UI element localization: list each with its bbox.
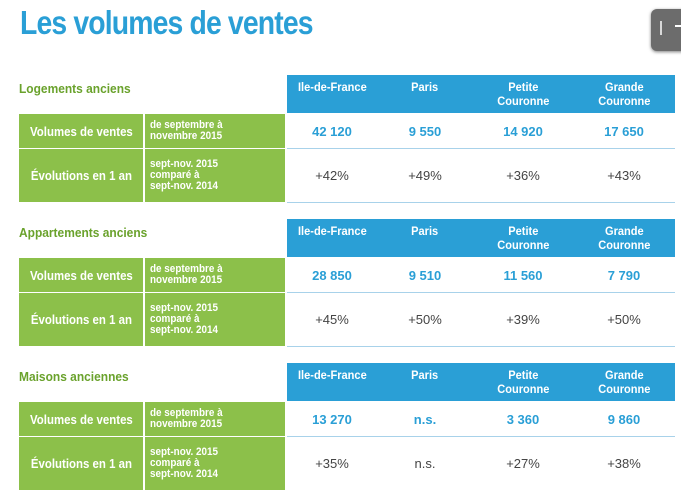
table-row-volumes: Volumes de ventes de septembre à novembr… [19,402,675,436]
section-title: Appartements anciens [19,225,148,240]
row-sublabel: de septembre à novembre 2015 [145,402,285,436]
value-cell: +43% [607,168,641,183]
value-cell: n.s. [413,411,437,427]
value-cell: +50% [408,312,442,327]
region-header: Grande Couronne [573,219,675,257]
section-title: Maisons anciennes [19,369,129,384]
row-sublabel: sept-nov. 2015 comparé à sept-nov. 2014 [145,149,285,202]
region-header: Ile-de-France [287,363,377,401]
divider [287,436,675,437]
region-header: Ile-de-France [287,219,377,257]
row-label: Volumes de ventes [19,114,143,148]
row-label: Évolutions en 1 an [19,149,143,202]
row-sublabel: sept-nov. 2015 comparé à sept-nov. 2014 [145,293,285,346]
region-header: Grande Couronne [573,363,675,401]
row-label: Évolutions en 1 an [19,293,143,346]
value-cell: 14 920 [503,123,543,139]
value-cell: n.s. [414,456,436,471]
region-header: Ile-de-France [287,75,377,113]
region-header: Petite Couronne [473,219,573,257]
value-cell: 11 560 [503,267,543,283]
value-cell: 42 120 [312,123,352,139]
value-cell: +39% [506,312,540,327]
section-appartements-anciens: Appartements anciens Ile-de-France Paris… [19,219,675,349]
value-cell: 17 650 [604,123,644,139]
page-title: Les volumes de ventes [20,4,314,41]
section-logements-anciens: Logements anciens Ile-de-France Paris Pe… [19,75,675,205]
value-cell: 9 550 [408,123,442,139]
table-row-evolutions: Évolutions en 1 an sept-nov. 2015 compar… [19,437,675,490]
divider [19,436,285,437]
divider [287,292,675,293]
grip-icon [660,21,662,35]
value-cell: +49% [408,168,442,183]
divider [19,148,285,149]
value-cell: +38% [607,456,641,471]
value-cell: +35% [315,456,349,471]
region-header: Paris [377,219,473,257]
row-label: Volumes de ventes [19,258,143,292]
table-row-evolutions: Évolutions en 1 an sept-nov. 2015 compar… [19,293,675,346]
section-maisons-anciennes: Maisons anciennes Ile-de-France Paris Pe… [19,363,675,493]
row-sublabel: sept-nov. 2015 comparé à sept-nov. 2014 [145,437,285,490]
collapse-icon [675,25,681,27]
section-title: Logements anciens [19,81,131,96]
value-cell: 28 850 [312,267,352,283]
value-cell: +42% [315,168,349,183]
table-row-volumes: Volumes de ventes de septembre à novembr… [19,114,675,148]
divider [287,148,675,149]
table-row-evolutions: Évolutions en 1 an sept-nov. 2015 compar… [19,149,675,202]
side-panel-tab[interactable] [651,9,681,51]
value-cell: +45% [315,312,349,327]
value-cell: +50% [607,312,641,327]
row-label: Évolutions en 1 an [19,437,143,490]
region-header: Petite Couronne [473,75,573,113]
value-cell: 3 360 [506,411,540,427]
value-cell: +27% [506,456,540,471]
value-cell: 13 270 [312,411,352,427]
region-header: Grande Couronne [573,75,675,113]
divider [19,292,285,293]
region-header: Paris [377,75,473,113]
row-sublabel: de septembre à novembre 2015 [145,258,285,292]
region-header: Petite Couronne [473,363,573,401]
row-label: Volumes de ventes [19,402,143,436]
table-row-volumes: Volumes de ventes de septembre à novembr… [19,258,675,292]
region-header: Paris [377,363,473,401]
value-cell: 9 860 [607,411,641,427]
divider [287,202,675,203]
value-cell: 9 510 [408,267,442,283]
divider [287,346,675,347]
value-cell: +36% [506,168,540,183]
row-sublabel: de septembre à novembre 2015 [145,114,285,148]
value-cell: 7 790 [607,267,641,283]
